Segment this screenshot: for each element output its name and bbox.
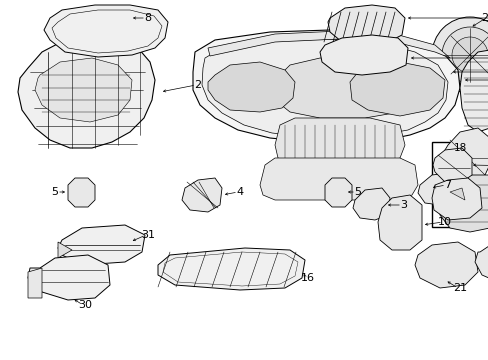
Circle shape bbox=[343, 47, 359, 63]
Polygon shape bbox=[193, 30, 459, 143]
Polygon shape bbox=[207, 62, 294, 112]
Polygon shape bbox=[474, 238, 488, 285]
Text: 8: 8 bbox=[144, 13, 151, 23]
Bar bbox=[431, 142, 488, 227]
Circle shape bbox=[227, 66, 271, 110]
Text: 5: 5 bbox=[51, 187, 59, 197]
Circle shape bbox=[472, 160, 482, 170]
Circle shape bbox=[76, 187, 88, 199]
Circle shape bbox=[433, 251, 461, 279]
Text: 31: 31 bbox=[141, 230, 155, 240]
Polygon shape bbox=[327, 5, 404, 45]
Circle shape bbox=[371, 170, 387, 186]
Polygon shape bbox=[35, 58, 132, 122]
Circle shape bbox=[338, 69, 370, 101]
Text: 30: 30 bbox=[78, 300, 92, 310]
Polygon shape bbox=[431, 178, 481, 220]
Polygon shape bbox=[58, 242, 72, 258]
Circle shape bbox=[294, 168, 314, 188]
Polygon shape bbox=[417, 173, 455, 205]
Circle shape bbox=[441, 27, 488, 83]
Circle shape bbox=[451, 37, 487, 73]
Polygon shape bbox=[202, 39, 447, 138]
Polygon shape bbox=[260, 158, 417, 200]
Text: 3: 3 bbox=[400, 200, 407, 210]
Circle shape bbox=[382, 66, 426, 110]
Polygon shape bbox=[28, 255, 110, 300]
Polygon shape bbox=[182, 178, 222, 212]
Polygon shape bbox=[158, 248, 305, 290]
Text: 10: 10 bbox=[437, 217, 451, 227]
Bar bbox=[354, 45, 379, 53]
Circle shape bbox=[321, 170, 337, 186]
Polygon shape bbox=[44, 5, 168, 57]
Polygon shape bbox=[28, 268, 42, 298]
Polygon shape bbox=[377, 195, 421, 250]
Polygon shape bbox=[349, 62, 444, 116]
Text: 4: 4 bbox=[236, 187, 243, 197]
Circle shape bbox=[236, 74, 264, 102]
Polygon shape bbox=[432, 148, 471, 182]
Text: 16: 16 bbox=[301, 273, 314, 283]
Text: 21: 21 bbox=[452, 283, 466, 293]
Polygon shape bbox=[444, 128, 488, 180]
Polygon shape bbox=[58, 225, 145, 265]
Circle shape bbox=[468, 156, 486, 174]
Circle shape bbox=[331, 187, 343, 199]
Polygon shape bbox=[325, 178, 351, 207]
Text: 5: 5 bbox=[354, 187, 361, 197]
Circle shape bbox=[439, 257, 455, 273]
Polygon shape bbox=[207, 31, 449, 58]
Text: 18: 18 bbox=[452, 143, 466, 153]
Text: 20: 20 bbox=[480, 13, 488, 23]
Polygon shape bbox=[414, 242, 477, 288]
Polygon shape bbox=[68, 178, 95, 207]
Polygon shape bbox=[437, 175, 488, 232]
Polygon shape bbox=[459, 50, 488, 132]
Text: 7: 7 bbox=[444, 180, 450, 190]
Polygon shape bbox=[352, 188, 389, 220]
Text: 2: 2 bbox=[194, 80, 201, 90]
Polygon shape bbox=[319, 35, 407, 75]
Circle shape bbox=[431, 17, 488, 93]
Polygon shape bbox=[449, 188, 464, 200]
Circle shape bbox=[345, 168, 364, 188]
Polygon shape bbox=[18, 35, 155, 148]
Polygon shape bbox=[274, 58, 414, 118]
Circle shape bbox=[311, 69, 343, 101]
Circle shape bbox=[390, 74, 418, 102]
Polygon shape bbox=[274, 118, 404, 165]
Circle shape bbox=[390, 216, 408, 234]
Circle shape bbox=[368, 49, 380, 61]
